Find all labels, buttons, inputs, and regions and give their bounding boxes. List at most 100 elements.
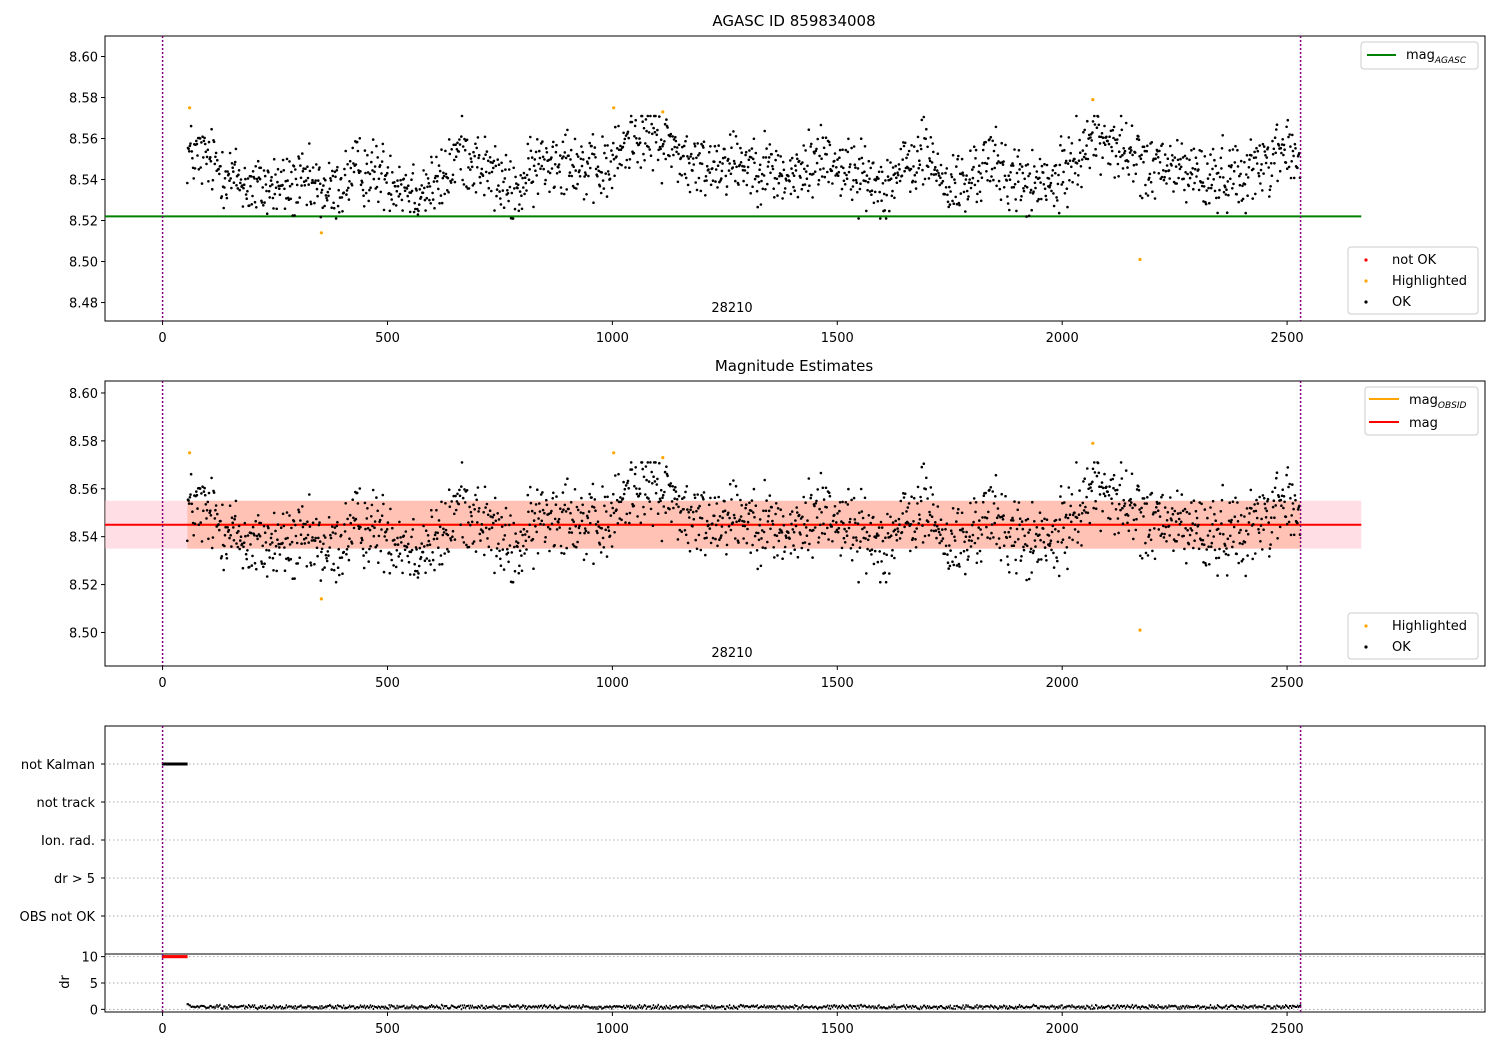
ok-point (1264, 154, 1267, 157)
ok-point (761, 546, 765, 549)
dr-capped-point (180, 955, 182, 959)
ok-point (972, 497, 976, 500)
ok-point (718, 538, 721, 541)
ok-point (605, 195, 609, 198)
ok-point (1269, 516, 1273, 519)
ok-point (324, 536, 327, 539)
ok-point (1073, 157, 1076, 161)
dr-point (864, 1004, 866, 1007)
ok-point (1101, 509, 1104, 513)
ok-point (971, 533, 975, 537)
ok-point (675, 150, 678, 154)
ok-point (1131, 506, 1134, 510)
ok-point (193, 167, 197, 170)
ok-point (878, 550, 881, 553)
ok-point (644, 493, 647, 496)
ok-point (1144, 183, 1147, 187)
dr-point (1243, 1007, 1245, 1010)
dr-point (594, 1006, 596, 1009)
ok-point (1262, 172, 1265, 175)
ok-point (789, 513, 792, 516)
panel-estimates-obsid-label: 28210 (711, 646, 752, 661)
dr-point (970, 1006, 972, 1009)
ok-point (1238, 183, 1242, 187)
ok-point (482, 157, 486, 160)
ok-point (994, 143, 997, 147)
ok-point (295, 541, 299, 545)
ok-point (903, 169, 906, 173)
dr-point (893, 1003, 895, 1006)
ok-point (553, 163, 557, 166)
ok-point (852, 496, 856, 500)
ok-point (700, 494, 703, 497)
flag-marker-not-kalman (163, 762, 165, 766)
ok-point (633, 484, 636, 488)
ok-point (531, 537, 535, 541)
dr-point (476, 1007, 478, 1009)
dr-point (1208, 1006, 1211, 1009)
ok-point (225, 193, 228, 196)
ok-point (1144, 551, 1148, 555)
ok-point (1251, 557, 1254, 561)
dr-point (451, 1004, 454, 1007)
ok-point (519, 174, 522, 177)
dr-point (1175, 1005, 1177, 1008)
y-tick-label: 8.50 (69, 626, 98, 641)
ok-point (361, 181, 364, 184)
ok-point (1102, 492, 1106, 496)
ok-point (1207, 545, 1210, 548)
ok-point (1060, 541, 1063, 544)
ok-point (470, 520, 474, 524)
ok-point (557, 163, 561, 166)
ok-point (927, 534, 931, 537)
ok-point (324, 553, 328, 557)
ok-point (810, 493, 813, 497)
ok-point (210, 476, 213, 480)
ok-point (880, 199, 883, 202)
ok-point (912, 520, 915, 523)
ok-point (946, 561, 950, 564)
dr-point (266, 1007, 269, 1009)
ok-point (267, 549, 271, 552)
ok-point (750, 499, 754, 502)
ok-point (1204, 564, 1208, 567)
dr-point (473, 1006, 475, 1009)
ok-point (1167, 169, 1171, 172)
dr-point (1233, 1006, 1235, 1009)
dr-point (553, 1004, 556, 1007)
ok-point (519, 530, 522, 533)
dr-point (792, 1005, 794, 1008)
ok-point (1232, 540, 1235, 544)
ok-point (449, 539, 453, 542)
dr-point (704, 1004, 706, 1007)
ok-point (375, 144, 378, 148)
ok-point (488, 156, 492, 159)
dr-point (1294, 1006, 1297, 1008)
ok-point (1211, 167, 1214, 171)
dr-point (205, 1007, 207, 1010)
dr-point (515, 1005, 517, 1008)
dr-point (712, 1006, 714, 1009)
flag-marker-not-kalman (171, 762, 173, 766)
ok-point (352, 170, 356, 174)
ok-point (746, 171, 749, 175)
ok-point (430, 515, 434, 519)
dr-point (319, 1005, 321, 1008)
ok-point (411, 172, 415, 175)
ok-point (590, 496, 593, 499)
ok-point (352, 516, 355, 520)
ok-point (691, 157, 695, 160)
ok-point (347, 545, 350, 548)
dr-point (1103, 1007, 1106, 1009)
ok-point (334, 217, 338, 220)
ok-point (655, 483, 659, 486)
ok-point (488, 171, 491, 175)
dr-point (566, 1005, 568, 1008)
ok-point (615, 147, 619, 150)
ok-point (558, 170, 561, 174)
dr-point (719, 1006, 721, 1009)
ok-point (906, 506, 910, 509)
dr-point (1058, 1005, 1060, 1008)
dr-point (1280, 1007, 1282, 1010)
ok-point (223, 544, 226, 548)
